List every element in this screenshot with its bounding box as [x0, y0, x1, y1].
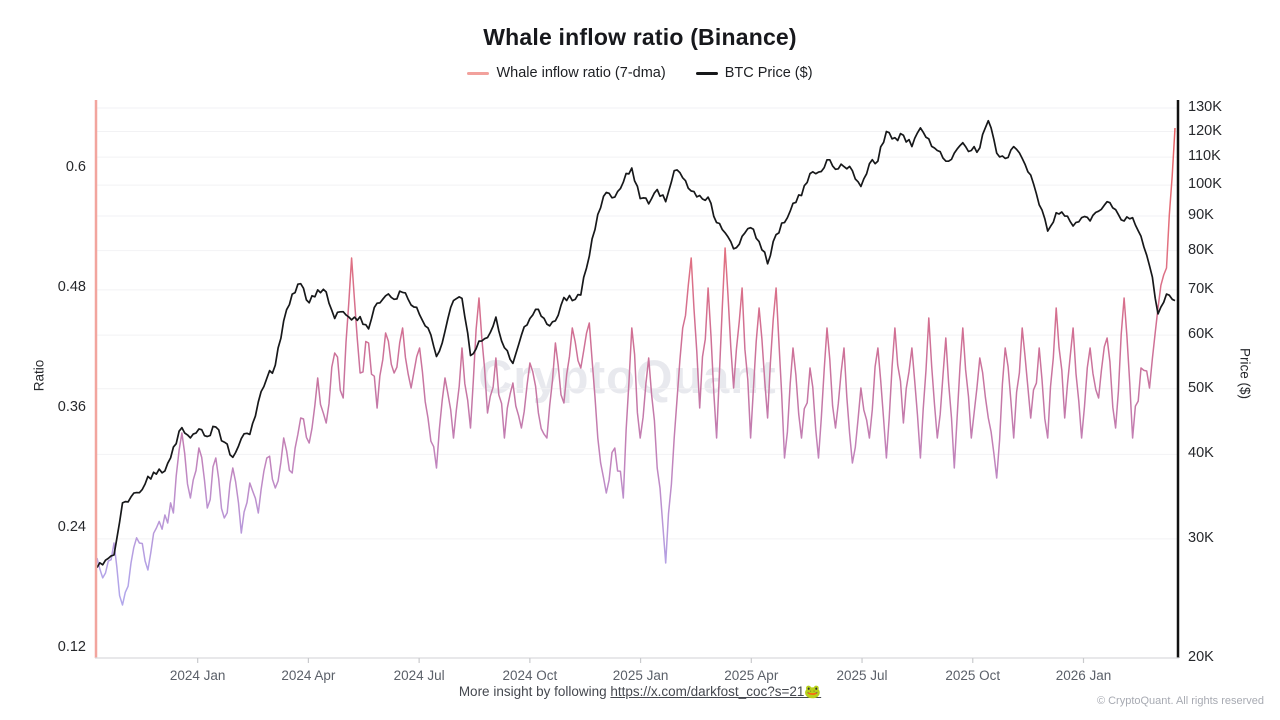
x-tick-label: 2026 Jan — [1055, 668, 1112, 683]
legend-item-btc-price: BTC Price ($) — [695, 65, 813, 81]
right-axis-title: Price ($) — [1237, 347, 1253, 399]
left-axis-tick-label: 0.6 — [65, 159, 86, 175]
x-tick-label: 2024 Apr — [281, 668, 336, 683]
footer-text: More insight by following — [458, 684, 611, 699]
x-tick-label: 2025 Apr — [724, 668, 779, 683]
right-axis-tick-label: 120K — [1188, 122, 1222, 139]
whale-inflow-ratio-line — [96, 127, 1176, 606]
right-axis-tick-label: 100K — [1188, 176, 1222, 193]
x-tick-label: 2024 Oct — [502, 668, 558, 683]
right-axis-tick-label: 90K — [1188, 207, 1214, 224]
footer-note: More insight by following https://x.com/… — [0, 684, 1280, 700]
ratio-series-swatch-icon — [467, 71, 490, 75]
right-axis-tick-label: 80K — [1188, 241, 1214, 258]
btc-price-line — [96, 119, 1176, 569]
x-tick-label: 2025 Jan — [612, 668, 669, 683]
right-axis-tick-label: 30K — [1188, 529, 1214, 546]
right-axis-tick-label: 130K — [1188, 98, 1222, 115]
price-series-swatch-icon — [695, 71, 718, 75]
legend-label-ratio: Whale inflow ratio (7-dma) — [496, 65, 666, 81]
left-axis-tick-label: 0.48 — [57, 279, 86, 295]
legend-item-whale-inflow-ratio: Whale inflow ratio (7-dma) — [467, 65, 666, 81]
chart-legend: Whale inflow ratio (7-dma) BTC Price ($) — [0, 63, 1280, 83]
copyright-notice: © CryptoQuant. All rights reserved — [1096, 695, 1264, 707]
right-axis-tick-label: 50K — [1188, 379, 1214, 396]
right-axis-tick-label: 60K — [1188, 326, 1214, 343]
right-axis-tick-label: 70K — [1188, 280, 1214, 297]
x-tick-label: 2025 Jul — [836, 668, 888, 683]
left-axis-title: Ratio — [31, 359, 47, 392]
legend-label-btc-price: BTC Price ($) — [724, 65, 813, 81]
right-axis-tick-label: 40K — [1188, 445, 1214, 462]
x-tick-label: 2025 Oct — [945, 668, 1001, 683]
darkfost-link[interactable]: https://x.com/darkfost_coc?s=21🐸 — [610, 684, 822, 699]
right-axis-tick-label: 110K — [1188, 148, 1221, 165]
left-axis-tick-label: 0.24 — [57, 519, 86, 535]
x-tick-label: 2024 Jan — [169, 668, 226, 683]
left-axis-tick-label: 0.12 — [57, 639, 86, 655]
right-axis-tick-label: 20K — [1188, 649, 1214, 665]
x-tick-label: 2024 Jul — [393, 668, 445, 683]
chart-title: Whale inflow ratio (Binance) — [483, 24, 797, 50]
left-axis-tick-label: 0.36 — [57, 399, 86, 415]
